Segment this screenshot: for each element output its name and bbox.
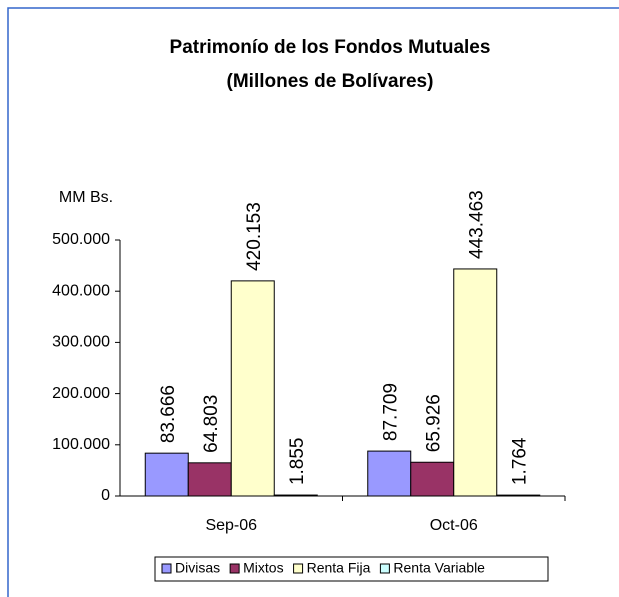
legend-swatch <box>161 563 172 574</box>
data-label: 1.855 <box>287 438 308 486</box>
legend-box <box>154 556 549 582</box>
data-label: 443.463 <box>466 190 487 259</box>
data-label: 64.803 <box>201 395 222 453</box>
legend-label: Renta Fija <box>307 560 371 576</box>
bar <box>273 494 318 497</box>
legend-label: Renta Variable <box>393 560 485 576</box>
data-label: 83.666 <box>158 385 179 443</box>
bar <box>496 494 541 497</box>
x-tick-label: Sep-06 <box>205 517 257 534</box>
chart-border <box>7 7 619 597</box>
y-tick-label: 400.000 <box>52 282 110 299</box>
y-tick-label: 100.000 <box>52 436 110 453</box>
legend-swatch <box>293 563 304 574</box>
y-axis-label: MM Bs. <box>59 189 113 206</box>
legend: Divisas Mixtos Renta Fija Renta Variable <box>154 556 549 582</box>
data-label: 420.153 <box>244 202 265 271</box>
data-label: 87.709 <box>380 383 401 441</box>
legend-label: Mixtos <box>243 560 283 576</box>
bar <box>410 461 455 497</box>
data-label: 1.764 <box>509 437 530 485</box>
chart-title: Patrimonío de los Fondos Mutuales <box>170 37 491 58</box>
y-tick-label: 500.000 <box>52 231 110 248</box>
bar <box>187 462 232 497</box>
legend-label: Divisas <box>175 560 220 576</box>
y-tick-label: 200.000 <box>52 385 110 402</box>
bar <box>367 450 412 497</box>
y-tick-label: 300.000 <box>52 334 110 351</box>
chart-subtitle: (Millones de Bolívares) <box>227 71 434 92</box>
data-label: 65.926 <box>423 394 444 452</box>
legend-swatch <box>229 563 240 574</box>
bar <box>453 268 498 497</box>
bar <box>144 452 189 497</box>
legend-swatch <box>379 563 390 574</box>
bar <box>230 280 275 497</box>
y-tick-label: 0 <box>101 487 110 504</box>
x-tick-label: Oct-06 <box>430 517 478 534</box>
